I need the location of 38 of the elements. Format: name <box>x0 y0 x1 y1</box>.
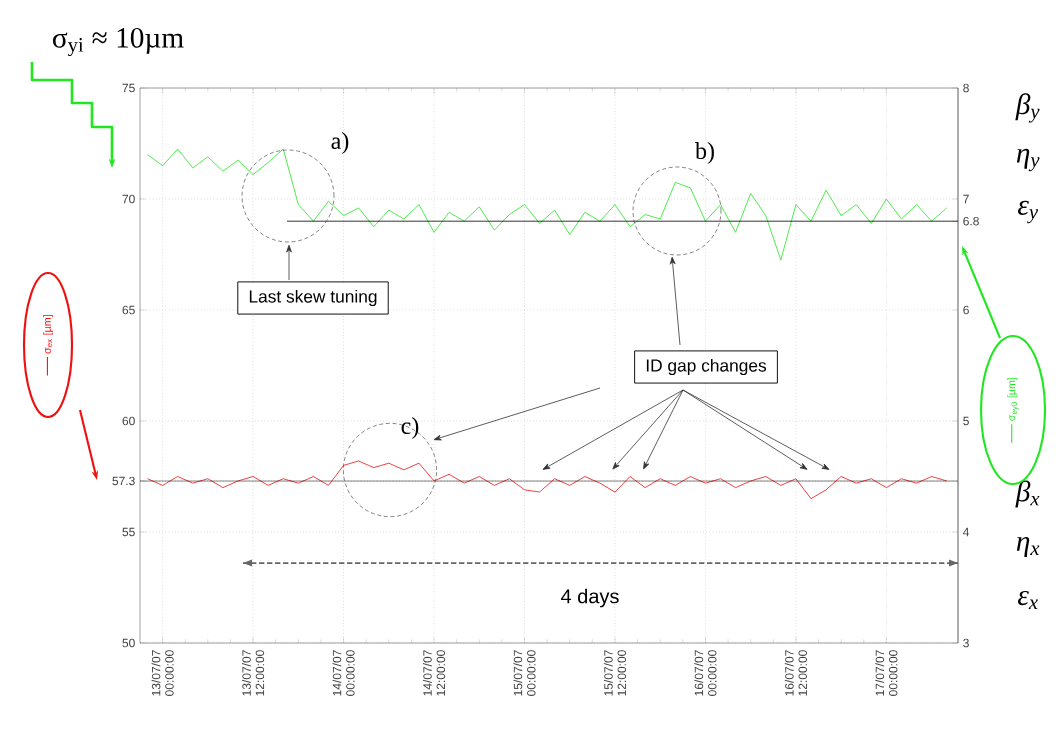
x-tick-label: 16/07/07 00:00:00 <box>694 650 717 696</box>
y2-tick-label: 6 <box>963 305 969 315</box>
text: β$_{y}$ <box>1015 93 1040 123</box>
text: ε$_{x}$ <box>1017 591 1038 609</box>
x-tick-label: 14/07/07 12:00:00 <box>422 650 446 696</box>
y-tick-label: 50 <box>122 638 135 648</box>
x-tick-label: 15/07/07 12:00:00 <box>603 650 627 696</box>
y-tick-label: 55 <box>122 527 135 537</box>
text: η$_{x}$ <box>1016 536 1040 558</box>
annotation: Last skew tuning <box>249 289 377 307</box>
annotation: ID gap changes <box>646 358 767 376</box>
annotation: a) <box>331 132 349 154</box>
text: ε$_{y}$ <box>1017 200 1039 224</box>
x-tick-label: 14/07/07 00:00:00 <box>332 650 355 696</box>
x-tick-label: 15/07/07 00:00:00 <box>513 650 536 696</box>
text: β$_{x}$ <box>1015 480 1040 508</box>
y-tick-label: 60 <box>122 416 135 426</box>
y2-tick-label: 6.8 <box>963 216 979 226</box>
annotation: c) <box>401 417 419 439</box>
y-tick-label: 75 <box>122 83 135 93</box>
x-tick-label: 13/07/07 00:00:00 <box>151 650 174 696</box>
y-tick-label: 65 <box>122 305 135 315</box>
y2-tick-label: 5 <box>963 416 969 426</box>
annotation: b) <box>695 142 714 164</box>
y2-tick-label: 8 <box>963 83 969 93</box>
y-tick-label: 57.3 <box>112 476 135 486</box>
text: σ$_{yi}$ ≈ 10µm <box>52 27 184 57</box>
annotation: 4 days <box>561 588 619 608</box>
text: η$_{y}$ <box>1016 148 1040 172</box>
x-tick-label: 13/07/07 12:00:00 <box>242 650 265 696</box>
x-tick-label: 17/07/07 00:00:00 <box>875 650 898 696</box>
y-tick-label: 70 <box>122 194 135 204</box>
y2-tick-label: 4 <box>962 527 970 537</box>
y2-tick-label: 3 <box>963 638 969 648</box>
text: σ$_{ey0}$ [µm] <box>1007 377 1019 421</box>
x-tick-label: 16/07/07 12:00:00 <box>784 650 807 696</box>
y2-tick-label: 7 <box>963 194 969 204</box>
text: σ$_{ex}$ [µm] <box>43 315 53 354</box>
